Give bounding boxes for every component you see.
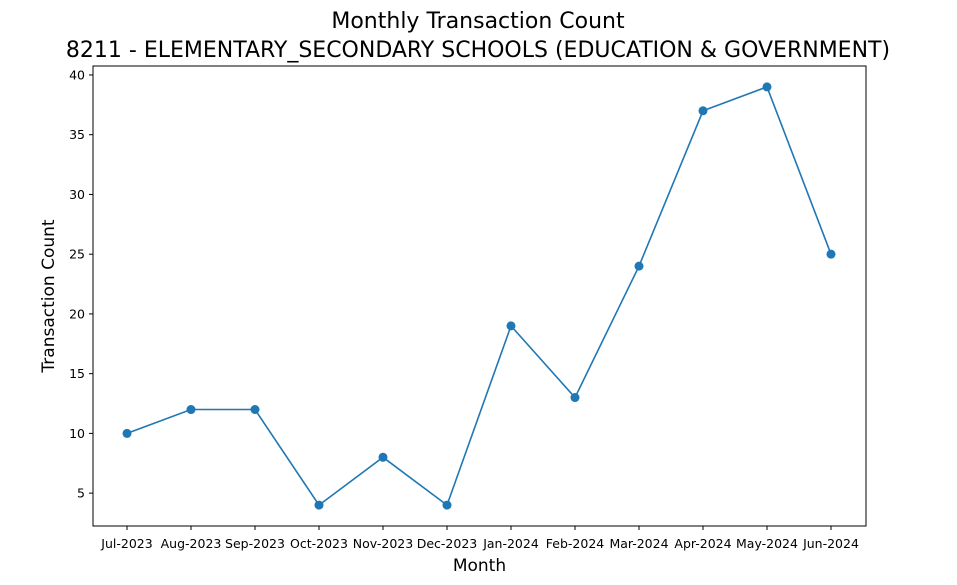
x-tick-label: Sep-2023	[225, 536, 285, 551]
x-tick-label: Oct-2023	[290, 536, 348, 551]
x-tick-label: Dec-2023	[417, 536, 478, 551]
data-point	[698, 106, 708, 116]
data-point	[186, 405, 196, 415]
data-point	[314, 500, 324, 510]
x-tick-label: Jan-2024	[482, 536, 539, 551]
x-tick-label: Nov-2023	[353, 536, 413, 551]
data-point	[122, 428, 132, 438]
data-point	[826, 249, 836, 259]
data-point	[762, 82, 772, 92]
x-tick-label: Jun-2024	[802, 536, 859, 551]
chart-subtitle: 8211 - ELEMENTARY_SECONDARY SCHOOLS (EDU…	[66, 38, 890, 63]
x-tick-label: Mar-2024	[609, 536, 668, 551]
y-tick-label: 40	[69, 67, 85, 82]
x-tick-label: Apr-2024	[674, 536, 731, 551]
y-tick-label: 25	[69, 247, 85, 262]
y-tick-label: 30	[69, 187, 85, 202]
data-point	[570, 393, 580, 403]
x-tick-label: Feb-2024	[546, 536, 605, 551]
x-tick-label: Jul-2023	[100, 536, 152, 551]
y-tick-label: 5	[77, 486, 85, 501]
x-tick-label: Aug-2023	[161, 536, 222, 551]
x-axis-label: Month	[453, 556, 506, 576]
y-tick-label: 35	[69, 127, 85, 142]
data-point	[634, 261, 644, 271]
y-tick-label: 15	[69, 366, 85, 381]
y-tick-label: 20	[69, 306, 85, 321]
y-axis-label: Transaction Count	[39, 219, 59, 373]
data-point	[250, 405, 260, 415]
series-line	[126, 85, 832, 507]
data-point	[506, 321, 516, 331]
x-tick-label: May-2024	[736, 536, 798, 551]
plot-area: 5 10 15 20 25 30 35 40 Jul-2023 Aug-2023 Sep-2023 O…	[69, 65, 867, 551]
plot-frame	[92, 65, 867, 527]
chart-title: Monthly Transaction Count	[331, 9, 625, 34]
data-point	[378, 452, 388, 462]
y-tick-label: 10	[69, 426, 85, 441]
data-point	[442, 500, 452, 510]
